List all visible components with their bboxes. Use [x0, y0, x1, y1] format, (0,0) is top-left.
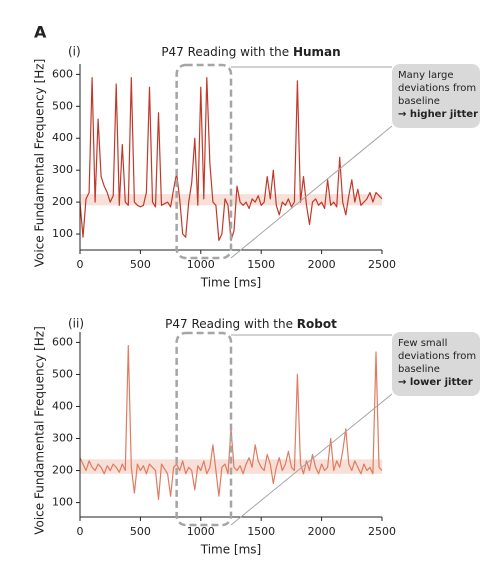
- y-tick-label: 300: [52, 432, 73, 445]
- x-tick-label: 1500: [247, 525, 275, 538]
- x-axis-label: Time [ms]: [200, 276, 262, 290]
- leader-line: [230, 125, 393, 259]
- subplot-label: (ii): [68, 317, 84, 331]
- callout-emphasis: → higher jitter: [398, 109, 478, 120]
- highlight-box: [175, 331, 233, 527]
- x-tick-label: 0: [77, 258, 84, 271]
- y-axis-label: Voice Fundamental Frequency [Hz]: [33, 59, 47, 268]
- y-tick-label: 600: [52, 67, 73, 80]
- x-tick-label: 2500: [368, 258, 396, 271]
- y-tick-label: 200: [52, 195, 73, 208]
- x-tick-label: 2500: [368, 525, 396, 538]
- x-tick-label: 2000: [308, 525, 336, 538]
- panel-label: A: [34, 23, 47, 42]
- x-tick-label: 2000: [308, 258, 336, 271]
- callout-text: Few small: [398, 338, 447, 349]
- title-text: P47 Reading with the: [161, 45, 289, 59]
- callout-text: baseline: [398, 96, 440, 107]
- chart-title: P47 Reading with the Human: [161, 45, 340, 59]
- y-tick-label: 500: [52, 367, 73, 380]
- title-text: P47 Reading with the: [165, 317, 293, 331]
- highlight-box: [175, 63, 233, 260]
- callout-text: deviations from: [398, 351, 476, 362]
- callout-text: deviations from: [398, 83, 476, 94]
- x-tick-label: 500: [130, 258, 151, 271]
- title-emphasis: Robot: [297, 317, 337, 331]
- y-tick-label: 500: [52, 99, 73, 112]
- data-line: [79, 77, 383, 241]
- callout-emphasis: → lower jitter: [398, 377, 473, 388]
- callout-text: baseline: [398, 364, 440, 375]
- x-tick-label: 1000: [187, 525, 215, 538]
- callout-text: Many large: [398, 70, 454, 81]
- y-tick-label: 300: [52, 163, 73, 176]
- y-tick-label: 400: [52, 131, 73, 144]
- y-tick-label: 600: [52, 335, 73, 348]
- callout-box: [392, 332, 480, 396]
- chart-title: P47 Reading with the Robot: [165, 317, 337, 331]
- y-tick-label: 200: [52, 464, 73, 477]
- y-tick-label: 100: [52, 496, 73, 509]
- leader-line: [230, 393, 393, 526]
- y-tick-label: 400: [52, 399, 73, 412]
- y-axis-label: Voice Fundamental Frequency [Hz]: [33, 326, 47, 535]
- x-tick-label: 1500: [247, 258, 275, 271]
- callout-box: [392, 64, 480, 128]
- x-tick-label: 1000: [187, 258, 215, 271]
- subplot-label: (i): [68, 45, 81, 59]
- x-tick-label: 500: [130, 525, 151, 538]
- title-emphasis: Human: [293, 45, 341, 59]
- x-axis-label: Time [ms]: [200, 543, 262, 557]
- x-tick-label: 0: [77, 525, 84, 538]
- y-tick-label: 100: [52, 227, 73, 240]
